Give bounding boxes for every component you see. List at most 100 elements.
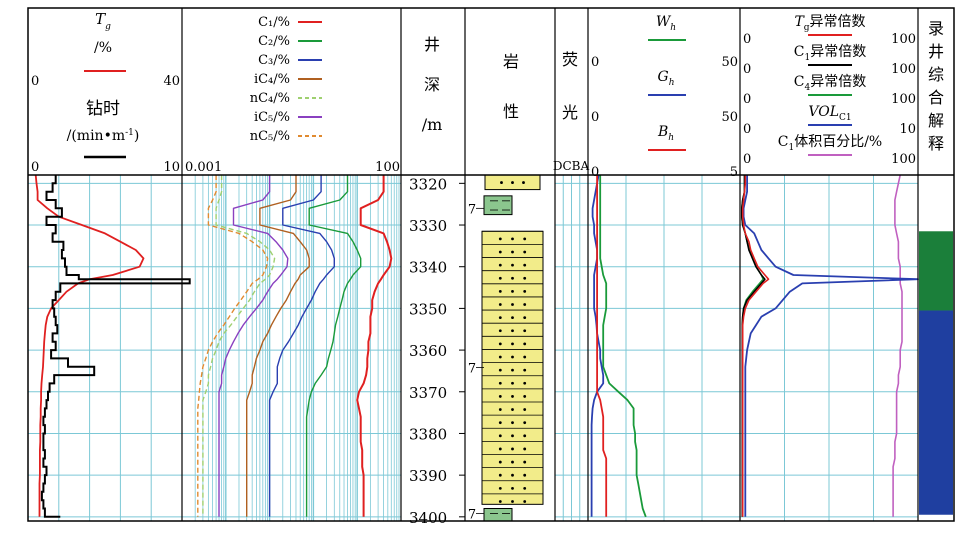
sandstone-dot [498, 355, 502, 359]
gas-legend-label: nC₄/% [250, 91, 290, 106]
sandstone-dot [498, 447, 502, 451]
drill-time-curve [40, 175, 191, 518]
gas-legend-label: C₁/% [258, 15, 290, 30]
c3-curve [268, 175, 335, 517]
sandstone-dot [498, 263, 502, 267]
frame-layer: 3320 3330 3340 3350 3360 3370 3380 3390 3400 7 7 7 [27, 7, 955, 527]
gas-legend-label: iC₄/% [254, 72, 290, 87]
interpretation-title-char: 综 [928, 65, 944, 84]
sandstone-dot [498, 486, 502, 490]
wh-gh-bh-legend: Wh 0 50 Gh 0 50 Bh 0 5 [591, 14, 738, 180]
drill-time-title: 钻时 [86, 99, 120, 119]
t6-scale-max: 100 [891, 62, 916, 77]
gh-curve [590, 174, 605, 517]
sandstone-dot [523, 381, 527, 385]
fluor-title-2: 光 [562, 103, 578, 122]
t6-scale-min: 0 [743, 152, 751, 167]
nc5-curve [197, 175, 269, 517]
t5-scale-max: 5 [730, 165, 738, 180]
sandstone-dot [511, 460, 514, 464]
t5-scale-max: 50 [721, 55, 738, 70]
t6-scale-max: 100 [891, 32, 916, 47]
sandstone-dot [523, 408, 527, 411]
drill-time-unit: /(min•m-1) [67, 128, 140, 144]
sandstone-dot [511, 342, 514, 346]
depth-title-2: 深 [424, 75, 440, 94]
sandstone-dot [523, 460, 527, 464]
sandstone-dot [523, 355, 527, 359]
sandstone-dot [523, 303, 527, 306]
t6-legend-label: VOLC1 [808, 104, 851, 123]
curve-layer [34, 174, 919, 518]
sandstone-layer [481, 230, 544, 505]
anomaly-legend: Tg异常倍数 0 100 C1异常倍数 0 100 C4异常倍数 0 100 VOLC1 0 10 C1… [743, 14, 916, 167]
t5-scale-max: 50 [721, 110, 738, 125]
sandstone-dot [511, 408, 514, 411]
sandstone-dot [498, 408, 502, 411]
vol-c1-curve [742, 175, 919, 517]
interpretation-title-char: 井 [928, 42, 944, 61]
t5-scale-min: 0 [591, 165, 599, 180]
c1-curve [356, 175, 393, 517]
sandstone-dot [498, 368, 502, 372]
t6-scale-max: 10 [899, 122, 916, 137]
tg-scale-min: 0 [31, 74, 39, 89]
sandstone-dot [511, 447, 514, 451]
bh-curve [596, 175, 608, 517]
sandstone-dot [498, 473, 502, 477]
log-frame [27, 7, 955, 522]
sandstone-dot [523, 250, 527, 254]
depth-tick-label: 3340 [409, 259, 447, 277]
sandstone-dot [523, 368, 527, 372]
sandstone-dot [498, 237, 502, 241]
sandstone-dot [500, 181, 503, 184]
depth-title-1: 井 [424, 35, 440, 54]
sandstone-dot [498, 500, 502, 503]
sandstone-dot [511, 486, 514, 490]
depth-tick-label: 3400 [409, 509, 447, 527]
interpretation-zone-blue [919, 310, 953, 515]
tg-anomaly-curve [741, 175, 770, 517]
depth-title-3: /m [422, 115, 443, 134]
tg-scale-max: 40 [163, 74, 180, 89]
depth-tick-label: 3380 [409, 425, 447, 443]
sandstone-dot [498, 250, 502, 254]
t6-scale-min: 0 [743, 32, 751, 47]
mudstone-layer [483, 195, 513, 216]
interpretation-title-char: 合 [928, 88, 944, 107]
gas-legend-label: C₂/% [258, 34, 290, 49]
ic4-curve [245, 175, 310, 517]
sandstone-dot [498, 395, 502, 398]
sandstone-dot [498, 421, 502, 425]
sandstone-dot [498, 342, 502, 346]
tg-unit: /% [94, 40, 112, 56]
sandstone-dot [498, 289, 502, 293]
gas-legend-label: C₃/% [258, 53, 290, 68]
interpretation-title-char: 释 [928, 134, 944, 153]
sandstone-dot [511, 329, 514, 333]
sandstone-dot [511, 368, 514, 372]
sandstone-dot [511, 276, 514, 280]
sandstone-dot [511, 500, 514, 503]
interpretation-title-char: 录 [928, 19, 944, 38]
wh-curve [599, 175, 647, 518]
sandstone-dot [523, 237, 527, 241]
t6-scale-max: 100 [891, 152, 916, 167]
sandstone-dot [523, 276, 527, 280]
sandstone-dot [523, 395, 527, 398]
sandstone-dot [523, 486, 527, 490]
interpretation-title-char: 解 [928, 111, 944, 130]
sandstone-dot [511, 473, 514, 477]
sandstone-dot [523, 316, 527, 320]
sandstone-dot [523, 473, 527, 477]
sandstone-dot [498, 316, 502, 320]
gas-legend-label: iC₅/% [254, 110, 290, 125]
interpretation-zone-green [919, 231, 953, 311]
t6-scale-min: 0 [743, 62, 751, 77]
sandstone-dot [511, 395, 514, 398]
sandstone-dot [523, 434, 527, 438]
gas-legend: C₁/% C₂/% C₃/% iC₄/% nC₄/% iC₅/% nC₅/% [250, 15, 322, 144]
sandstone-dot [498, 303, 502, 306]
